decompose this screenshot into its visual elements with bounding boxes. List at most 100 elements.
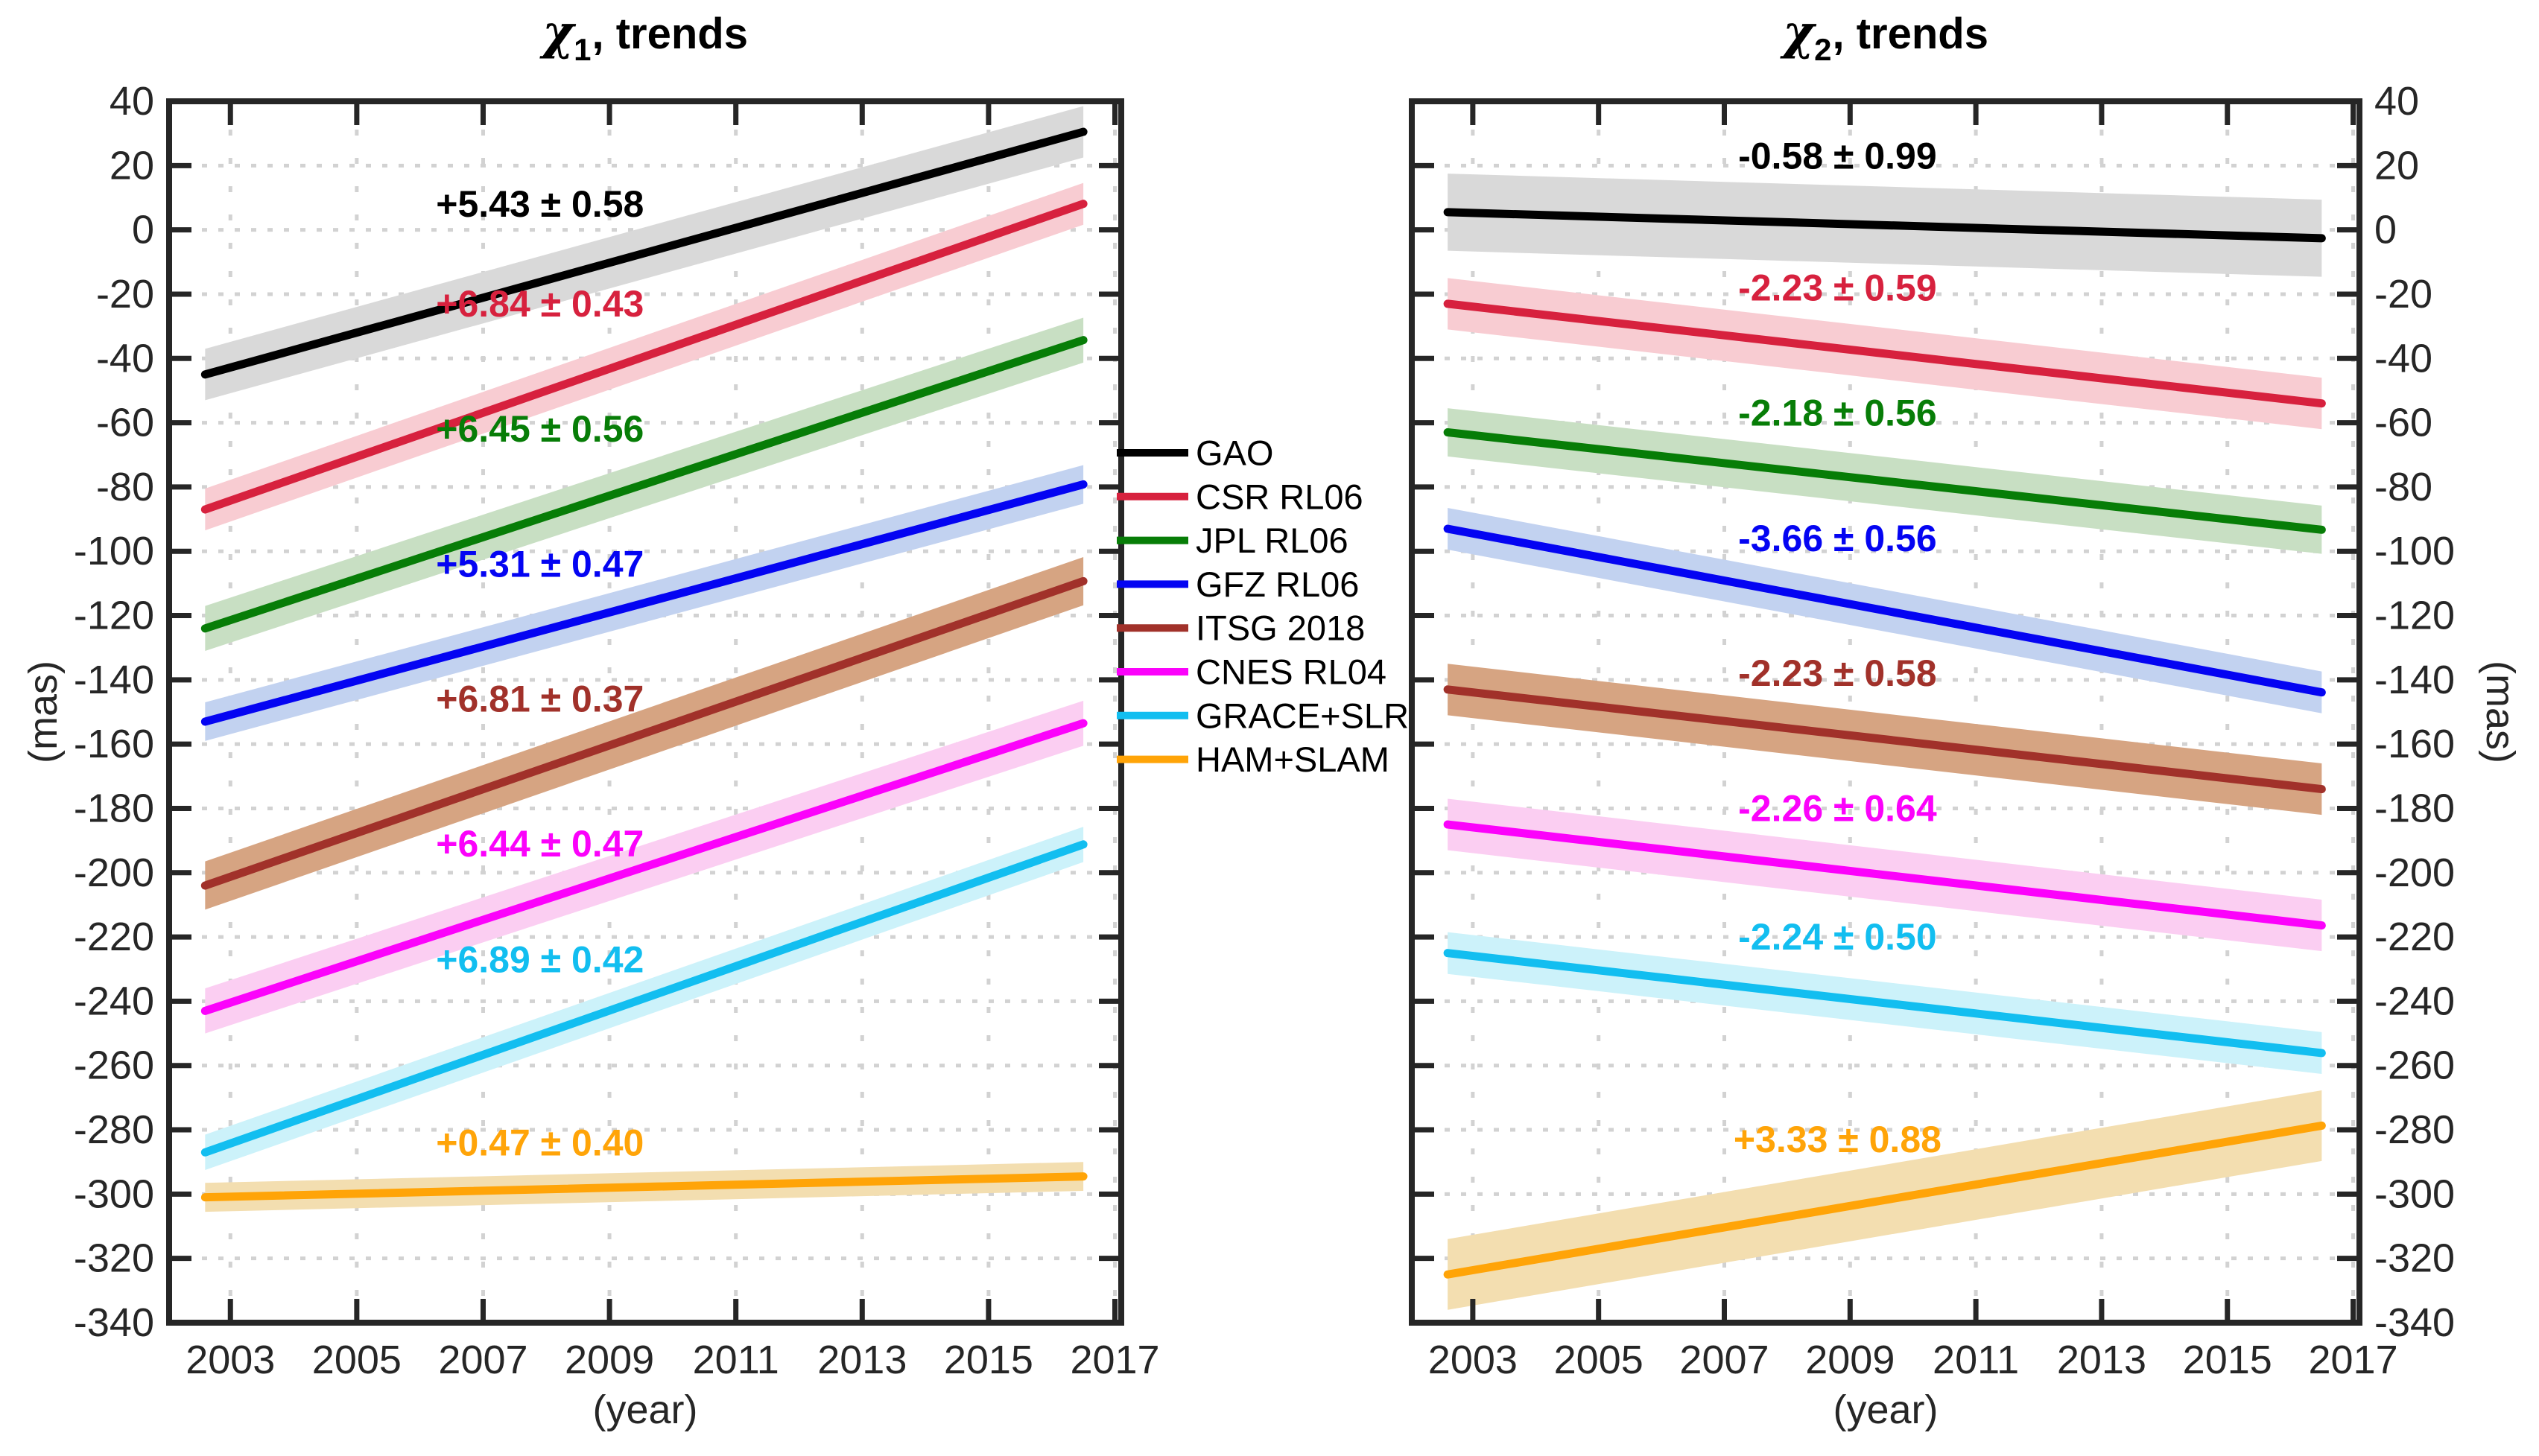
y-tick-label: -320 [74, 1236, 154, 1281]
trend-annotation-ham-slam: +3.33 ± 0.88 [1734, 1119, 1942, 1160]
legend-item-grace-slr: GRACE+SLR [1117, 696, 1409, 735]
trend-line-csr-rl06 [1443, 299, 2326, 408]
trend-line-ham-slam [200, 1172, 1088, 1202]
y-tick-label: -240 [74, 979, 154, 1023]
y-tick-label: 40 [110, 79, 154, 124]
y-tick-label: -140 [74, 658, 154, 702]
y-tick-label: 20 [2374, 143, 2419, 188]
legend-item-ham-slam: HAM+SLAM [1117, 740, 1389, 779]
x-tick-label: 2003 [1428, 1338, 1518, 1382]
trend-line-gfz-rl06 [200, 480, 1088, 726]
trend-annotation-gfz-rl06: +5.31 ± 0.47 [436, 543, 644, 585]
y-tick-label: -340 [2374, 1300, 2455, 1345]
x-tick-label: 2009 [1805, 1338, 1895, 1382]
x-tick-label: 2003 [186, 1338, 275, 1382]
legend-label: GAO [1196, 433, 1273, 473]
trend-line-gao [200, 127, 1088, 379]
legend-item-jpl-rl06: JPL RL06 [1117, 521, 1348, 560]
x-tick-label: 2015 [944, 1338, 1033, 1382]
chi-symbol: χ [1783, 4, 1815, 60]
y-tick-label: -160 [74, 722, 154, 766]
y-tick-label: 40 [2374, 79, 2419, 124]
trend-line-cnes-rl04 [1443, 820, 2326, 930]
panel-chi1: 40 20 0 -20 -40 -60 -80 -100 -120 -140 -160 -180 -20… [74, 79, 1160, 1382]
legend: GAO CSR RL06 JPL RL06 GFZ RL06 ITSG 2018CNES… [1117, 433, 1409, 779]
y-tick-label: -140 [2374, 658, 2455, 702]
x-tick-label: 2005 [312, 1338, 402, 1382]
trend-annotation-jpl-rl06: +6.45 ± 0.56 [436, 408, 644, 450]
panel-title-chi1: χ1, trends [542, 4, 748, 68]
y-tick-label: -200 [2374, 851, 2455, 895]
trend-annotation-gao: -0.58 ± 0.99 [1738, 135, 1937, 177]
trend-annotation-csr-rl06: +6.84 ± 0.43 [436, 283, 644, 325]
y-tick-label: -260 [74, 1043, 154, 1088]
trend-line-grace-slr [200, 840, 1088, 1157]
trend-line-gfz-rl06 [1443, 524, 2326, 697]
legend-label: JPL RL06 [1196, 521, 1348, 560]
y-tick-label: -40 [96, 336, 154, 381]
trend-annotation-gao: +5.43 ± 0.58 [436, 183, 644, 225]
y-tick-label: -160 [2374, 722, 2455, 766]
x-axis-label-left-panel: (year) [592, 1387, 698, 1432]
y-tick-label: -120 [2374, 594, 2455, 638]
x-tick-label: 2009 [565, 1338, 654, 1382]
y-tick-label: 0 [2374, 208, 2397, 252]
trend-annotation-cnes-rl04: +6.44 ± 0.47 [436, 823, 644, 865]
legend-item-gfz-rl06: GFZ RL06 [1117, 565, 1359, 604]
legend-label: HAM+SLAM [1196, 740, 1389, 779]
y-tick-label: -180 [2374, 786, 2455, 830]
y-tick-label: -340 [74, 1300, 154, 1345]
x-tick-label: 2007 [1679, 1338, 1769, 1382]
chi-subscript: 2 [1814, 32, 1833, 67]
y-tick-label: -80 [96, 465, 154, 509]
y-tick-label: -80 [2374, 465, 2432, 509]
trend-annotation-gfz-rl06: -3.66 ± 0.56 [1738, 518, 1937, 559]
y-axis-label-right-panel: (mas) [2478, 661, 2523, 763]
x-tick-label: 2013 [817, 1338, 907, 1382]
x-axis-label-right-panel: (year) [1833, 1387, 1939, 1432]
legend-item-cnes-rl04: CNES RL04 [1117, 652, 1386, 692]
legend-label: CSR RL06 [1196, 477, 1363, 516]
trend-line-grace-slr [1443, 949, 2326, 1058]
y-tick-label: 20 [110, 143, 154, 188]
y-tick-label: -280 [2374, 1107, 2455, 1152]
axes-box [1409, 98, 2362, 1326]
legend-label: GFZ RL06 [1196, 565, 1359, 604]
trend-line-itsg-2018 [1443, 685, 2326, 794]
y-tick-label: -180 [74, 786, 154, 830]
legend-label: GRACE+SLR [1196, 696, 1409, 735]
y-tick-label: -300 [74, 1172, 154, 1216]
y-tick-label: -60 [2374, 401, 2432, 445]
y-tick-label: -300 [2374, 1172, 2455, 1216]
y-tick-label: -100 [74, 529, 154, 573]
y-tick-label: -240 [2374, 979, 2455, 1023]
trend-line-gao [1443, 208, 2326, 243]
legend-label: ITSG 2018 [1196, 608, 1365, 648]
y-tick-label: -100 [2374, 529, 2455, 573]
trend-line-cnes-rl04 [200, 719, 1088, 1015]
x-tick-label: 2017 [2308, 1338, 2397, 1382]
x-tick-label: 2005 [1554, 1338, 1643, 1382]
y-tick-label: -220 [2374, 915, 2455, 959]
y-tick-label: -120 [74, 594, 154, 638]
y-tick-label: -320 [2374, 1236, 2455, 1281]
y-tick-label: -280 [74, 1107, 154, 1152]
trend-line-jpl-rl06 [200, 336, 1088, 633]
chi-subscript: 1 [574, 32, 592, 67]
trend-annotation-itsg-2018: +6.81 ± 0.37 [436, 678, 644, 720]
y-tick-label: -60 [96, 401, 154, 445]
trend-annotation-cnes-rl04: -2.26 ± 0.64 [1738, 787, 1937, 829]
trend-annotation-jpl-rl06: -2.18 ± 0.56 [1738, 392, 1937, 434]
y-tick-label: 0 [132, 208, 154, 252]
y-tick-label: -200 [74, 851, 154, 895]
y-tick-label: -220 [74, 915, 154, 959]
legend-item-csr-rl06: CSR RL06 [1117, 477, 1363, 516]
chi-symbol: χ [542, 4, 574, 60]
title-suffix: , trends [592, 10, 748, 58]
x-tick-label: 2013 [2057, 1338, 2146, 1382]
y-tick-label: -40 [2374, 336, 2432, 381]
x-tick-label: 2011 [693, 1338, 779, 1382]
x-tick-label: 2007 [438, 1338, 527, 1382]
